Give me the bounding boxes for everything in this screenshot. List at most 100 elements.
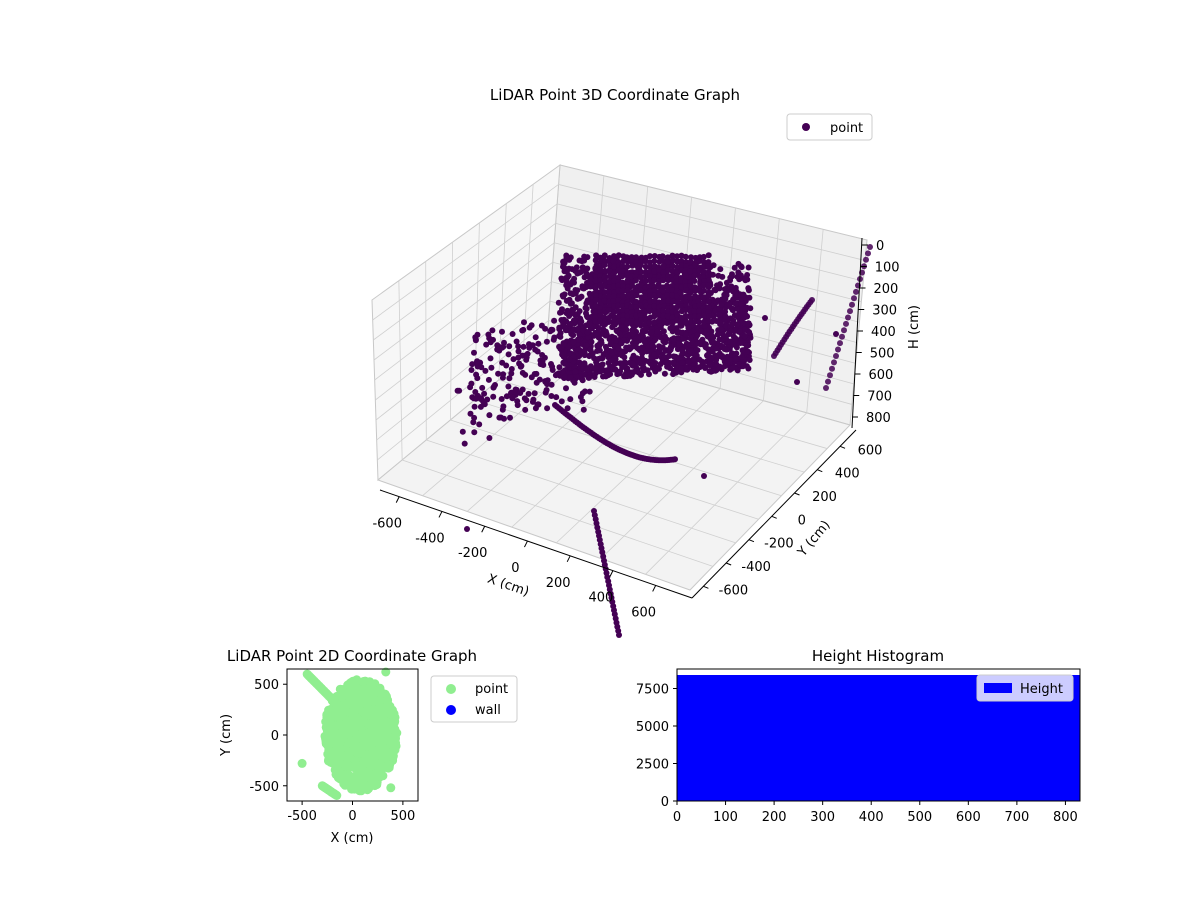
point-3d — [706, 368, 713, 375]
point-3d — [484, 396, 491, 403]
point-3d — [651, 258, 658, 265]
point-3d — [584, 297, 591, 304]
point-3d — [700, 263, 707, 270]
x-tick-label-hist: 400 — [859, 810, 884, 825]
point-3d — [557, 333, 564, 340]
point-3d — [619, 312, 626, 319]
point-3d — [649, 342, 656, 349]
y-tick-label-hist: 0 — [661, 795, 669, 810]
legend-hist: Height — [976, 674, 1074, 702]
point-3d — [606, 293, 613, 300]
point-3d — [633, 269, 640, 276]
point-3d — [499, 406, 506, 413]
point-2d — [368, 747, 378, 757]
point-3d — [669, 252, 676, 259]
point-3d — [486, 435, 493, 441]
point-3d — [508, 390, 514, 396]
point-3d — [635, 369, 642, 376]
point-2d — [369, 773, 379, 783]
point-3d — [506, 343, 513, 350]
point-3d — [481, 390, 488, 397]
point-2d — [324, 755, 334, 765]
point-3d — [534, 348, 541, 355]
point-3d — [619, 287, 626, 294]
point-3d — [676, 341, 683, 348]
x-ticks-hist: 0 100 200 300 400 500 600 700 800 — [673, 801, 1078, 825]
point-3d — [692, 262, 699, 269]
point-3d — [730, 288, 737, 295]
point-3d — [564, 255, 571, 262]
point-3d — [461, 440, 468, 447]
point-3d — [665, 308, 672, 315]
point-3d — [740, 291, 747, 298]
point-3d — [705, 298, 712, 305]
point-3d — [593, 332, 600, 339]
point-3d — [723, 279, 730, 286]
point-3d — [597, 282, 604, 289]
point-3d — [576, 257, 583, 264]
point-3d — [841, 327, 847, 334]
point-3d — [603, 331, 610, 338]
x-tick-label-hist: 200 — [762, 810, 787, 825]
x-tick-mark-3d — [566, 555, 571, 563]
point-3d — [615, 302, 622, 309]
point-3d — [483, 341, 490, 348]
z-tick-label-3d: 200 — [874, 282, 899, 297]
point-3d — [718, 301, 725, 308]
x-tick-label-hist: 700 — [1004, 810, 1029, 825]
point-2d — [381, 667, 391, 677]
point-3d — [555, 299, 562, 306]
point-3d — [543, 387, 550, 393]
y-tick-mark-3d — [748, 539, 755, 543]
point-3d — [615, 297, 622, 304]
point-3d — [829, 365, 835, 372]
point-3d — [665, 277, 672, 284]
point-3d — [580, 406, 587, 413]
point-3d — [633, 298, 640, 305]
point-2d — [361, 734, 371, 744]
point-3d — [607, 348, 614, 354]
point-3d — [522, 406, 529, 413]
point-3d — [615, 345, 622, 352]
point-3d — [647, 273, 653, 280]
point-3d — [614, 307, 621, 314]
y-ticks-hist: 0 2500 5000 7500 — [636, 683, 677, 810]
point-3d — [479, 384, 486, 391]
point-3d — [845, 314, 851, 321]
point-3d — [651, 292, 658, 299]
point-3d — [701, 473, 707, 479]
point-3d — [528, 322, 535, 329]
point-3d — [674, 299, 681, 306]
point-3d — [556, 364, 563, 371]
point-3d — [629, 360, 636, 367]
point-3d — [620, 283, 627, 290]
point-3d — [454, 387, 461, 394]
point-3d — [575, 336, 581, 343]
point-3d — [553, 394, 560, 401]
point-3d — [610, 293, 617, 300]
point-3d — [687, 294, 694, 301]
point-3d — [539, 358, 546, 365]
point-3d — [559, 292, 566, 299]
point-3d — [559, 369, 566, 376]
point-3d — [520, 343, 527, 350]
point-3d — [664, 258, 671, 265]
point-3d — [678, 303, 685, 310]
x-tick-mark-3d — [438, 511, 443, 518]
point-3d — [656, 258, 663, 265]
point-3d — [623, 254, 630, 261]
point-3d — [478, 364, 485, 371]
point-2d — [390, 731, 400, 741]
point-3d — [570, 339, 577, 346]
point-3d — [563, 282, 570, 289]
point-3d — [533, 370, 540, 377]
point-3d — [500, 371, 507, 378]
legend-marker-wall-2d — [446, 705, 456, 715]
point-3d — [722, 295, 729, 302]
point-3d — [637, 262, 644, 269]
point-3d — [596, 343, 603, 349]
point-3d — [831, 359, 837, 366]
point-3d — [630, 369, 637, 375]
point-3d — [615, 252, 622, 259]
